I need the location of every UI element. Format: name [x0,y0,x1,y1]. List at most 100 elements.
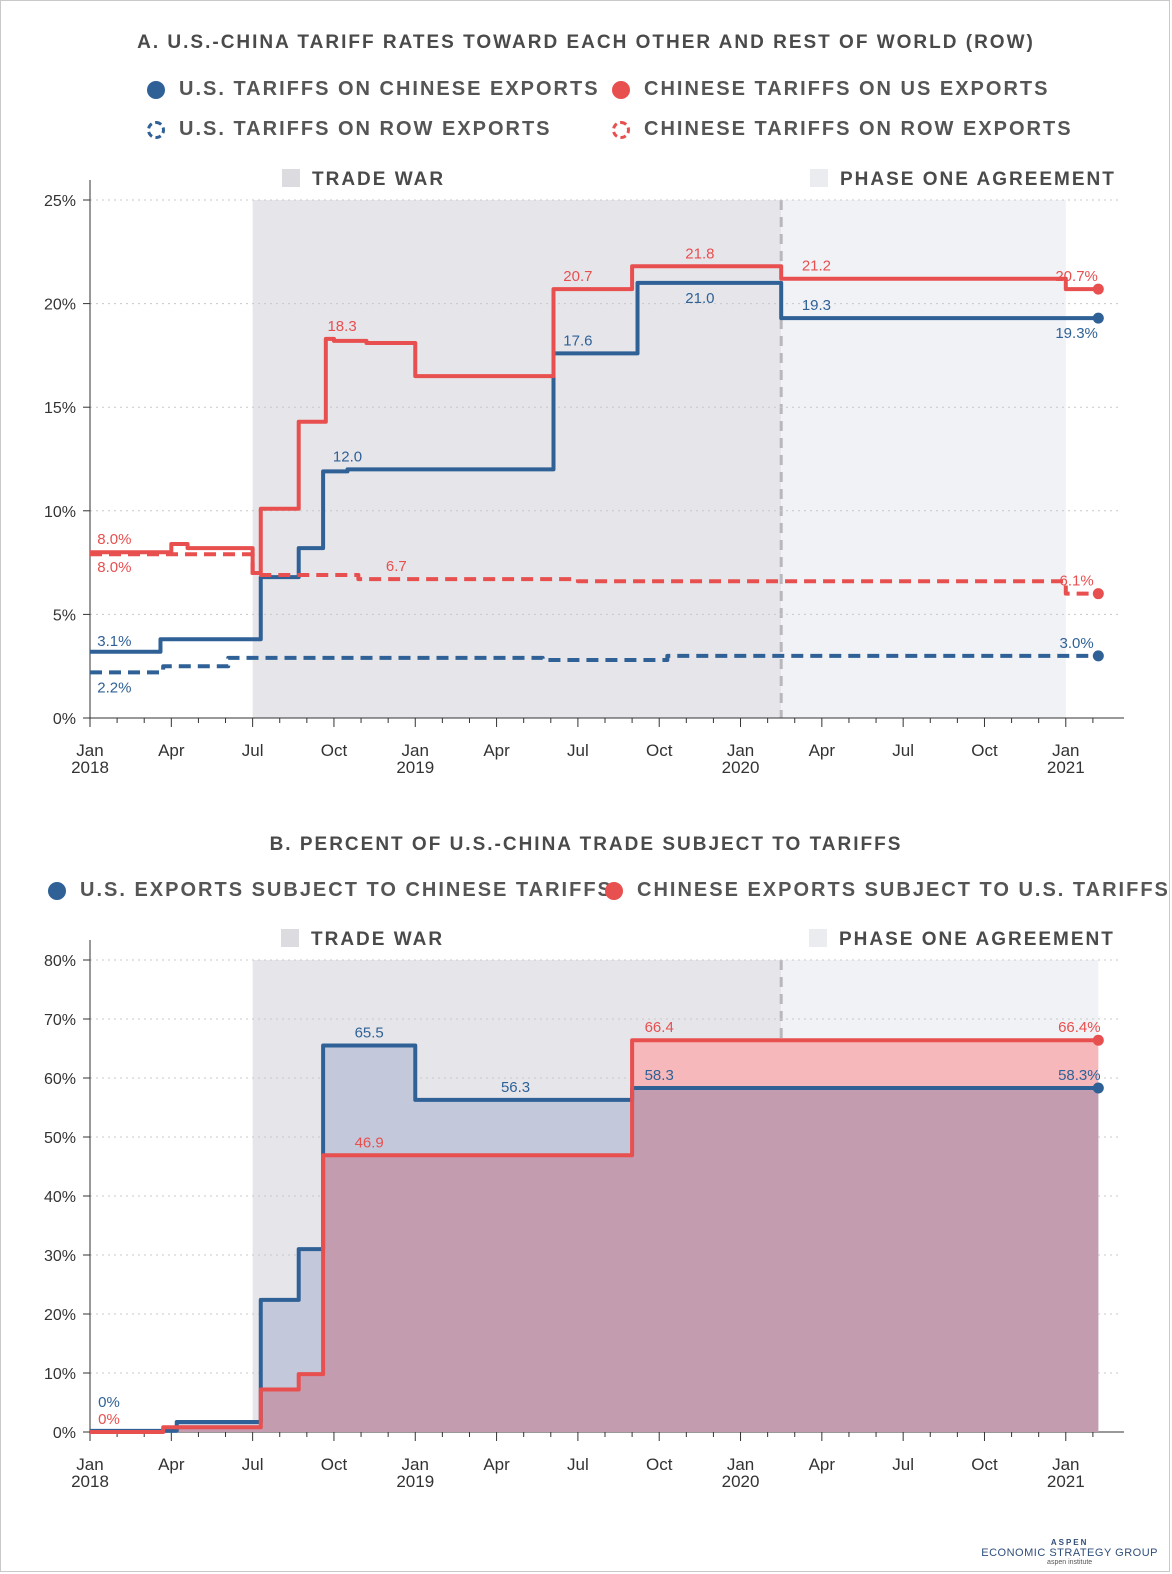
y-tick-label: 20% [44,1307,76,1324]
data-label: 56.3 [501,1079,530,1096]
x-tick-label: Oct [321,1455,348,1474]
y-tick-label: 80% [44,953,76,970]
legend-phase-one-swatch-icon [809,929,827,947]
x-tick-year: 2019 [396,1472,434,1491]
x-tick-year: 2020 [722,1472,760,1491]
series-line-0 [90,1043,1099,1433]
x-tick-label: Oct [321,741,348,760]
legend-chinese-tariffs-us: CHINESE TARIFFS ON US EXPORTS [612,78,1049,101]
x-tick-year: 2021 [1047,1472,1085,1491]
x-tick-label: Oct [971,741,998,760]
legend-label: CHINESE TARIFFS ON US EXPORTS [644,78,1050,100]
shade-label-phase-one: PHASE ONE AGREEMENT [840,169,1116,190]
x-tick-label: Oct [646,741,673,760]
data-label: 20.7% [1055,268,1098,285]
x-tick-label: Oct [971,1455,998,1474]
y-tick-label: 15% [44,400,76,417]
data-label: 0% [98,1411,120,1428]
chart-b: TRADE WAR PHASE ONE AGREEMENT 0% 10% 20% 30… [44,929,1124,1491]
legend-red-dot-icon [605,881,623,900]
legend-label: U.S. TARIFFS ON CHINESE EXPORTS [179,78,600,100]
legend-label: CHINESE TARIFFS ON ROW EXPORTS [644,118,1073,140]
data-label: 6.1% [1060,573,1094,590]
series-line-2 [90,653,1099,675]
legend-us-tariffs-chinese: U.S. TARIFFS ON CHINESE EXPORTS [147,78,600,101]
legend-trade-war-swatch-icon [281,929,299,947]
legend-label: U.S. EXPORTS SUBJECT TO CHINESE TARIFFS [80,879,613,901]
y-tick-label: 30% [44,1248,76,1265]
legend-blue-dot-icon [48,881,66,900]
data-label: 21.0 [685,290,714,307]
x-tick-label: Jan [727,1455,754,1474]
panel-b-title: B. PERCENT OF U.S.-CHINA TRADE SUBJECT T… [269,834,903,855]
chart-a: TRADE WAR PHASE ONE AGREEMENT 0% 5% 10% 15%… [44,169,1124,777]
legend-label: CHINESE EXPORTS SUBJECT TO U.S. TARIFFS [637,879,1170,901]
y-tick-label: 25% [44,193,76,210]
data-label: 21.8 [685,245,714,262]
x-tick-label: Oct [646,1455,673,1474]
x-tick-label: Jul [892,1455,914,1474]
panel-a-title: A. U.S.-CHINA TARIFF RATES TOWARD EACH O… [137,32,1035,53]
legend-solid-blue-dot-icon [147,80,165,99]
data-label: 65.5 [355,1025,384,1042]
shade-label-trade-war: TRADE WAR [311,929,444,950]
y-tick-label: 70% [44,1012,76,1029]
data-label: 3.1% [97,633,131,650]
legend-us-exports-subject: U.S. EXPORTS SUBJECT TO CHINESE TARIFFS [48,879,613,902]
x-tick-label: Jan [76,741,103,760]
x-tick-label: Jan [727,741,754,760]
series-end-dot [1092,312,1104,324]
legend-chinese-tariffs-row: CHINESE TARIFFS ON ROW EXPORTS [612,118,1073,141]
y-tick-label: 40% [44,1189,76,1206]
data-label: 2.2% [97,679,131,696]
x-tick-label: Jul [242,741,264,760]
legend-us-tariffs-row: U.S. TARIFFS ON ROW EXPORTS [147,118,552,141]
x-tick-label: Jan [1052,741,1079,760]
data-label: 19.3 [802,297,831,314]
data-label: 3.0% [1060,635,1094,652]
data-label: 8.0% [97,559,131,576]
data-label: 8.0% [97,531,131,548]
logo-line2: ECONOMIC STRATEGY GROUP [981,1547,1158,1559]
logo-line1: ASPEN [1050,1538,1089,1547]
y-tick-label: 0% [53,711,76,728]
series-end-dot [1092,1034,1104,1046]
x-tick-label: Apr [809,1455,836,1474]
area-overlap-fill [90,1088,1099,1432]
x-tick-label: Jan [402,741,429,760]
x-tick-label: Apr [483,741,510,760]
phase-one-shade [781,200,1066,718]
y-tick-label: 20% [44,297,76,314]
x-tick-label: Jan [402,1455,429,1474]
data-label: 17.6 [563,332,592,349]
data-label: 20.7 [563,268,592,285]
data-label: 58.3 [645,1067,674,1084]
x-tick-label: Jul [892,741,914,760]
data-label: 19.3% [1055,325,1098,342]
legend-chinese-exports-subject: CHINESE EXPORTS SUBJECT TO U.S. TARIFFS [605,879,1170,902]
data-label: 0% [98,1394,120,1411]
x-tick-label: Jan [1052,1455,1079,1474]
x-tick-label: Jan [76,1455,103,1474]
y-tick-label: 50% [44,1130,76,1147]
x-tick-label: Jul [567,1455,589,1474]
logo-line3: aspen institute [1047,1559,1093,1566]
x-tick-label: Jul [567,741,589,760]
x-tick-label: Apr [483,1455,510,1474]
legend-solid-red-dot-icon [612,80,630,99]
data-label: 66.4 [645,1019,674,1036]
x-tick-year: 2021 [1047,758,1085,777]
y-tick-label: 10% [44,1366,76,1383]
aspen-logo: ASPEN ECONOMIC STRATEGY GROUP aspen inst… [981,1538,1158,1566]
data-label: 12.0 [333,448,362,465]
x-tick-year: 2020 [722,758,760,777]
series-end-dot [1092,650,1104,662]
trade-war-shade [252,200,782,718]
series-line-1 [90,1038,1099,1434]
data-label: 18.3 [327,318,356,335]
legend-trade-war-swatch-icon [282,169,300,187]
legend-label: U.S. TARIFFS ON ROW EXPORTS [179,118,552,140]
series-end-dot [1092,283,1104,295]
x-tick-label: Jul [242,1455,264,1474]
